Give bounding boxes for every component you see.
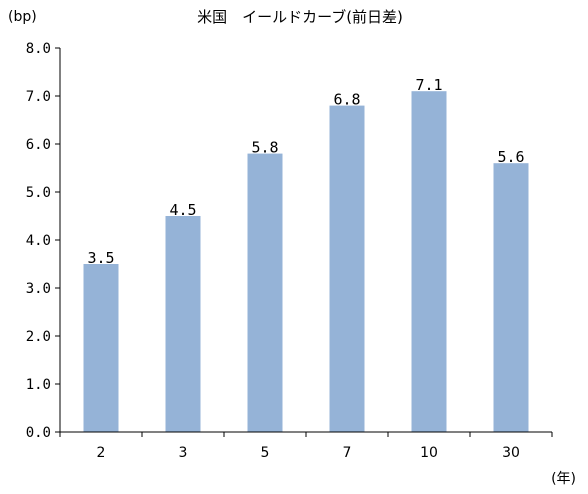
bar	[493, 163, 529, 432]
bar-value-label: 5.8	[251, 139, 278, 157]
x-tick-label: 10	[420, 445, 438, 461]
y-tick-label: 8.0	[26, 41, 51, 57]
y-tick-label: 3.0	[26, 281, 51, 297]
bar-value-label: 4.5	[169, 201, 196, 219]
x-tick-label: 30	[502, 445, 520, 461]
bar	[411, 91, 447, 432]
x-tick-label: 2	[97, 445, 106, 461]
y-tick-label: 4.0	[26, 233, 51, 249]
y-tick-label: 0.0	[26, 425, 51, 441]
y-tick-label: 2.0	[26, 329, 51, 345]
chart-title: 米国 イールドカーブ(前日差)	[197, 8, 403, 26]
bar	[83, 264, 119, 432]
y-axis-ticks: 0.0 1.0 2.0 3.0 4.0 5.0 6.0 7.0 8.0	[26, 41, 60, 441]
bar-value-label: 6.8	[333, 91, 360, 109]
bar-value-label: 5.6	[497, 148, 524, 166]
y-tick-label: 5.0	[26, 185, 51, 201]
bar	[165, 216, 201, 432]
bar-value-label: 7.1	[415, 76, 442, 94]
bar	[247, 153, 283, 432]
y-axis-unit-label: (bp)	[8, 9, 37, 25]
x-tick-label: 5	[261, 445, 270, 461]
x-axis-ticks: 2 3 5 7 10 30	[59, 432, 553, 461]
bar	[329, 105, 365, 432]
x-tick-label: 3	[179, 445, 188, 461]
bar-value-label: 3.5	[87, 249, 114, 267]
y-tick-label: 1.0	[26, 377, 51, 393]
y-tick-label: 6.0	[26, 137, 51, 153]
x-axis-unit-label: (年)	[551, 471, 576, 487]
x-tick-label: 7	[343, 445, 352, 461]
y-tick-label: 7.0	[26, 89, 51, 105]
bars	[83, 91, 529, 432]
data-labels: 3.5 4.5 5.8 6.8 7.1 5.6	[87, 76, 524, 267]
